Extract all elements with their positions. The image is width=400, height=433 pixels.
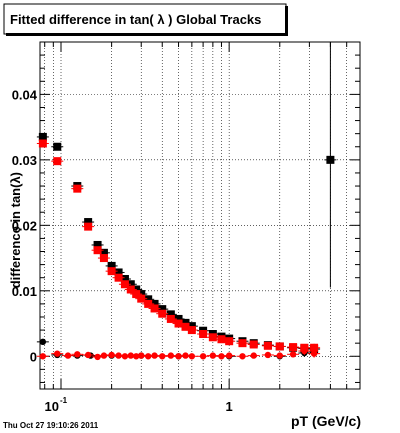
data-point [144, 299, 153, 308]
x-tick-label: 1 [226, 399, 233, 414]
data-point [107, 261, 116, 270]
data-point [150, 304, 159, 313]
data-point [209, 352, 217, 359]
data-point [175, 353, 182, 360]
data-point [121, 353, 129, 360]
data-point [217, 335, 226, 344]
data-point [218, 353, 225, 360]
data-point [114, 273, 123, 282]
data-point [138, 352, 145, 359]
y-tick-label: 0 [30, 349, 37, 364]
data-point [238, 339, 247, 348]
data-point [120, 275, 129, 284]
data-point [126, 285, 135, 294]
data-point [188, 353, 196, 360]
data-point [93, 240, 102, 249]
data-point [100, 352, 108, 359]
data-point [275, 342, 284, 351]
x-tick-label-exponent: -1 [60, 396, 68, 405]
data-point [199, 330, 208, 339]
data-point [310, 350, 318, 357]
footer-timestamp: Thu Oct 27 19:10:26 2011 [3, 421, 99, 430]
y-tick-label: 0.02 [12, 218, 37, 233]
data-point [264, 351, 272, 359]
data-point [53, 142, 62, 151]
data-point [115, 352, 122, 359]
data-point [39, 353, 47, 360]
data-point [249, 340, 258, 349]
data-point [84, 218, 93, 227]
data-point [38, 139, 47, 148]
data-point [289, 343, 298, 352]
data-point [158, 305, 167, 314]
x-axis-label: pT (GeV/c) [291, 413, 361, 429]
chart-title: Fitted difference in tan( λ ) Global Tra… [10, 12, 261, 27]
data-point [99, 254, 108, 263]
data-point [225, 337, 234, 346]
data-point [54, 350, 61, 357]
data-point [39, 338, 47, 346]
data-point [239, 353, 246, 360]
data-point [84, 222, 93, 231]
data-point [151, 352, 158, 359]
title-box: Fitted difference in tan( λ ) Global Tra… [3, 3, 288, 36]
y-tick-label: 0.04 [12, 87, 38, 102]
data-point [132, 353, 140, 360]
data-point [301, 347, 308, 355]
data-point [38, 132, 47, 141]
data-point [150, 299, 159, 308]
data-point [199, 353, 207, 360]
data-point [310, 343, 319, 352]
data-point [73, 184, 82, 193]
grid-lines [40, 42, 361, 389]
data-point [84, 351, 92, 359]
data-point [326, 155, 335, 164]
y-tick-label: 0.03 [12, 153, 37, 168]
data-point [159, 353, 166, 360]
data-point [93, 246, 102, 255]
data-point [158, 309, 167, 318]
data-point [263, 341, 272, 350]
data-point [64, 352, 72, 359]
data-point [166, 310, 175, 319]
data-point [289, 351, 297, 358]
data-point [53, 157, 62, 166]
y-axis-label: difference in tan(λ) [8, 172, 23, 288]
data-point [166, 314, 175, 323]
data-point [74, 351, 81, 358]
data-point [114, 268, 123, 277]
x-tick-label: 10 [45, 399, 59, 414]
data-point [127, 352, 134, 359]
tick-labels: 0 0.01 0.02 0.03 0.04 10 -1 1 [12, 87, 233, 414]
data-point [108, 351, 115, 359]
plot-frame [39, 41, 361, 390]
data-point [144, 353, 152, 360]
data-point [120, 280, 129, 289]
data-point [208, 333, 217, 342]
data-point [181, 322, 190, 331]
y-tick-label: 0.01 [12, 284, 37, 299]
data-point [144, 295, 153, 304]
data-point [107, 267, 116, 276]
data-point [132, 290, 141, 299]
data-point [94, 353, 101, 361]
data-points [36, 42, 337, 361]
data-point [137, 294, 146, 303]
data-point [182, 352, 189, 359]
data-point [174, 319, 183, 328]
data-point [276, 352, 283, 359]
data-point [250, 352, 257, 359]
data-point [167, 352, 175, 359]
data-point [174, 314, 183, 323]
data-point [99, 248, 108, 257]
data-point [225, 352, 233, 359]
data-point [187, 326, 196, 335]
